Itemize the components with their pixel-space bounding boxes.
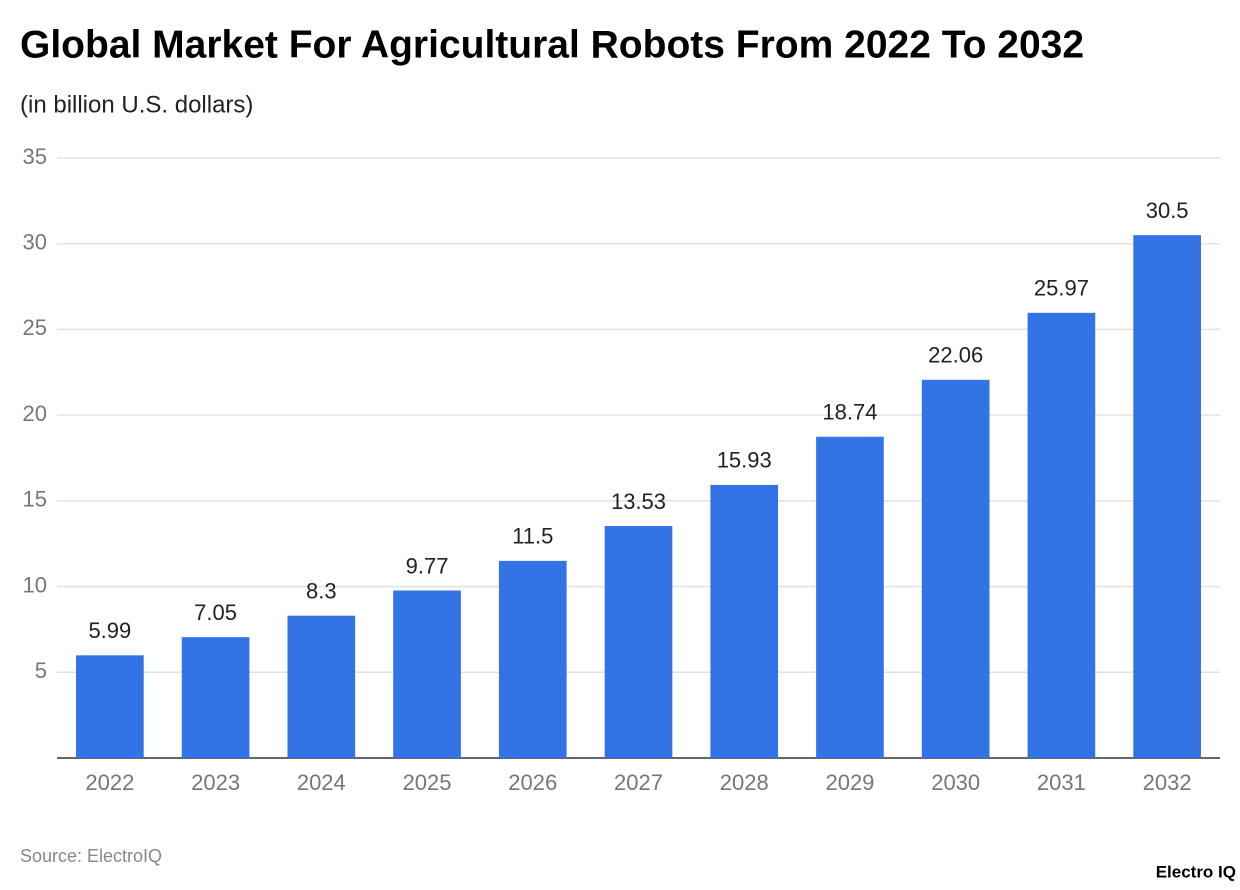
y-tick-label: 20 xyxy=(23,401,47,426)
x-tick-label: 2026 xyxy=(508,770,557,795)
y-tick-label: 35 xyxy=(23,144,47,169)
bar xyxy=(710,484,779,758)
bar xyxy=(393,590,461,758)
bar xyxy=(181,637,250,758)
x-tick-label: 2031 xyxy=(1037,770,1086,795)
bar xyxy=(76,655,144,758)
bar xyxy=(604,526,673,758)
bar xyxy=(1133,235,1201,759)
value-label: 15.93 xyxy=(717,448,772,473)
value-label: 18.74 xyxy=(822,400,877,425)
x-tick-label: 2032 xyxy=(1143,770,1192,795)
value-label: 13.53 xyxy=(611,489,666,514)
value-label: 9.77 xyxy=(406,553,449,578)
y-tick-label: 30 xyxy=(23,230,47,255)
chart-subtitle: (in billion U.S. dollars) xyxy=(20,91,253,118)
bar xyxy=(287,615,356,758)
bar xyxy=(1027,312,1096,758)
source: Source: ElectroIQ xyxy=(20,846,162,866)
value-label: 30.5 xyxy=(1146,198,1189,223)
y-tick-label: 25 xyxy=(23,315,47,340)
brand-logo: Electro IQ xyxy=(1156,862,1236,881)
y-tick-label: 5 xyxy=(35,658,47,683)
chart-title: Global Market For Agricultural Robots Fr… xyxy=(20,23,1084,66)
x-tick-label: 2023 xyxy=(191,770,240,795)
bar xyxy=(816,436,884,758)
x-tick-label: 2022 xyxy=(85,770,134,795)
x-tick-label: 2028 xyxy=(720,770,769,795)
value-label: 25.97 xyxy=(1034,276,1089,301)
x-tick-label: 2024 xyxy=(297,770,346,795)
value-label: 8.3 xyxy=(306,579,337,604)
x-tick-label: 2029 xyxy=(825,770,874,795)
x-tick-label: 2025 xyxy=(403,770,452,795)
bar xyxy=(498,560,567,758)
value-label: 7.05 xyxy=(194,600,237,625)
value-label: 22.06 xyxy=(928,343,983,368)
x-tick-label: 2030 xyxy=(931,770,980,795)
y-tick-label: 10 xyxy=(23,572,47,597)
y-tick-label: 15 xyxy=(23,487,47,512)
value-label: 11.5 xyxy=(512,524,553,549)
x-tick-label: 2027 xyxy=(614,770,663,795)
value-label: 5.99 xyxy=(88,618,131,643)
bar xyxy=(921,379,990,758)
